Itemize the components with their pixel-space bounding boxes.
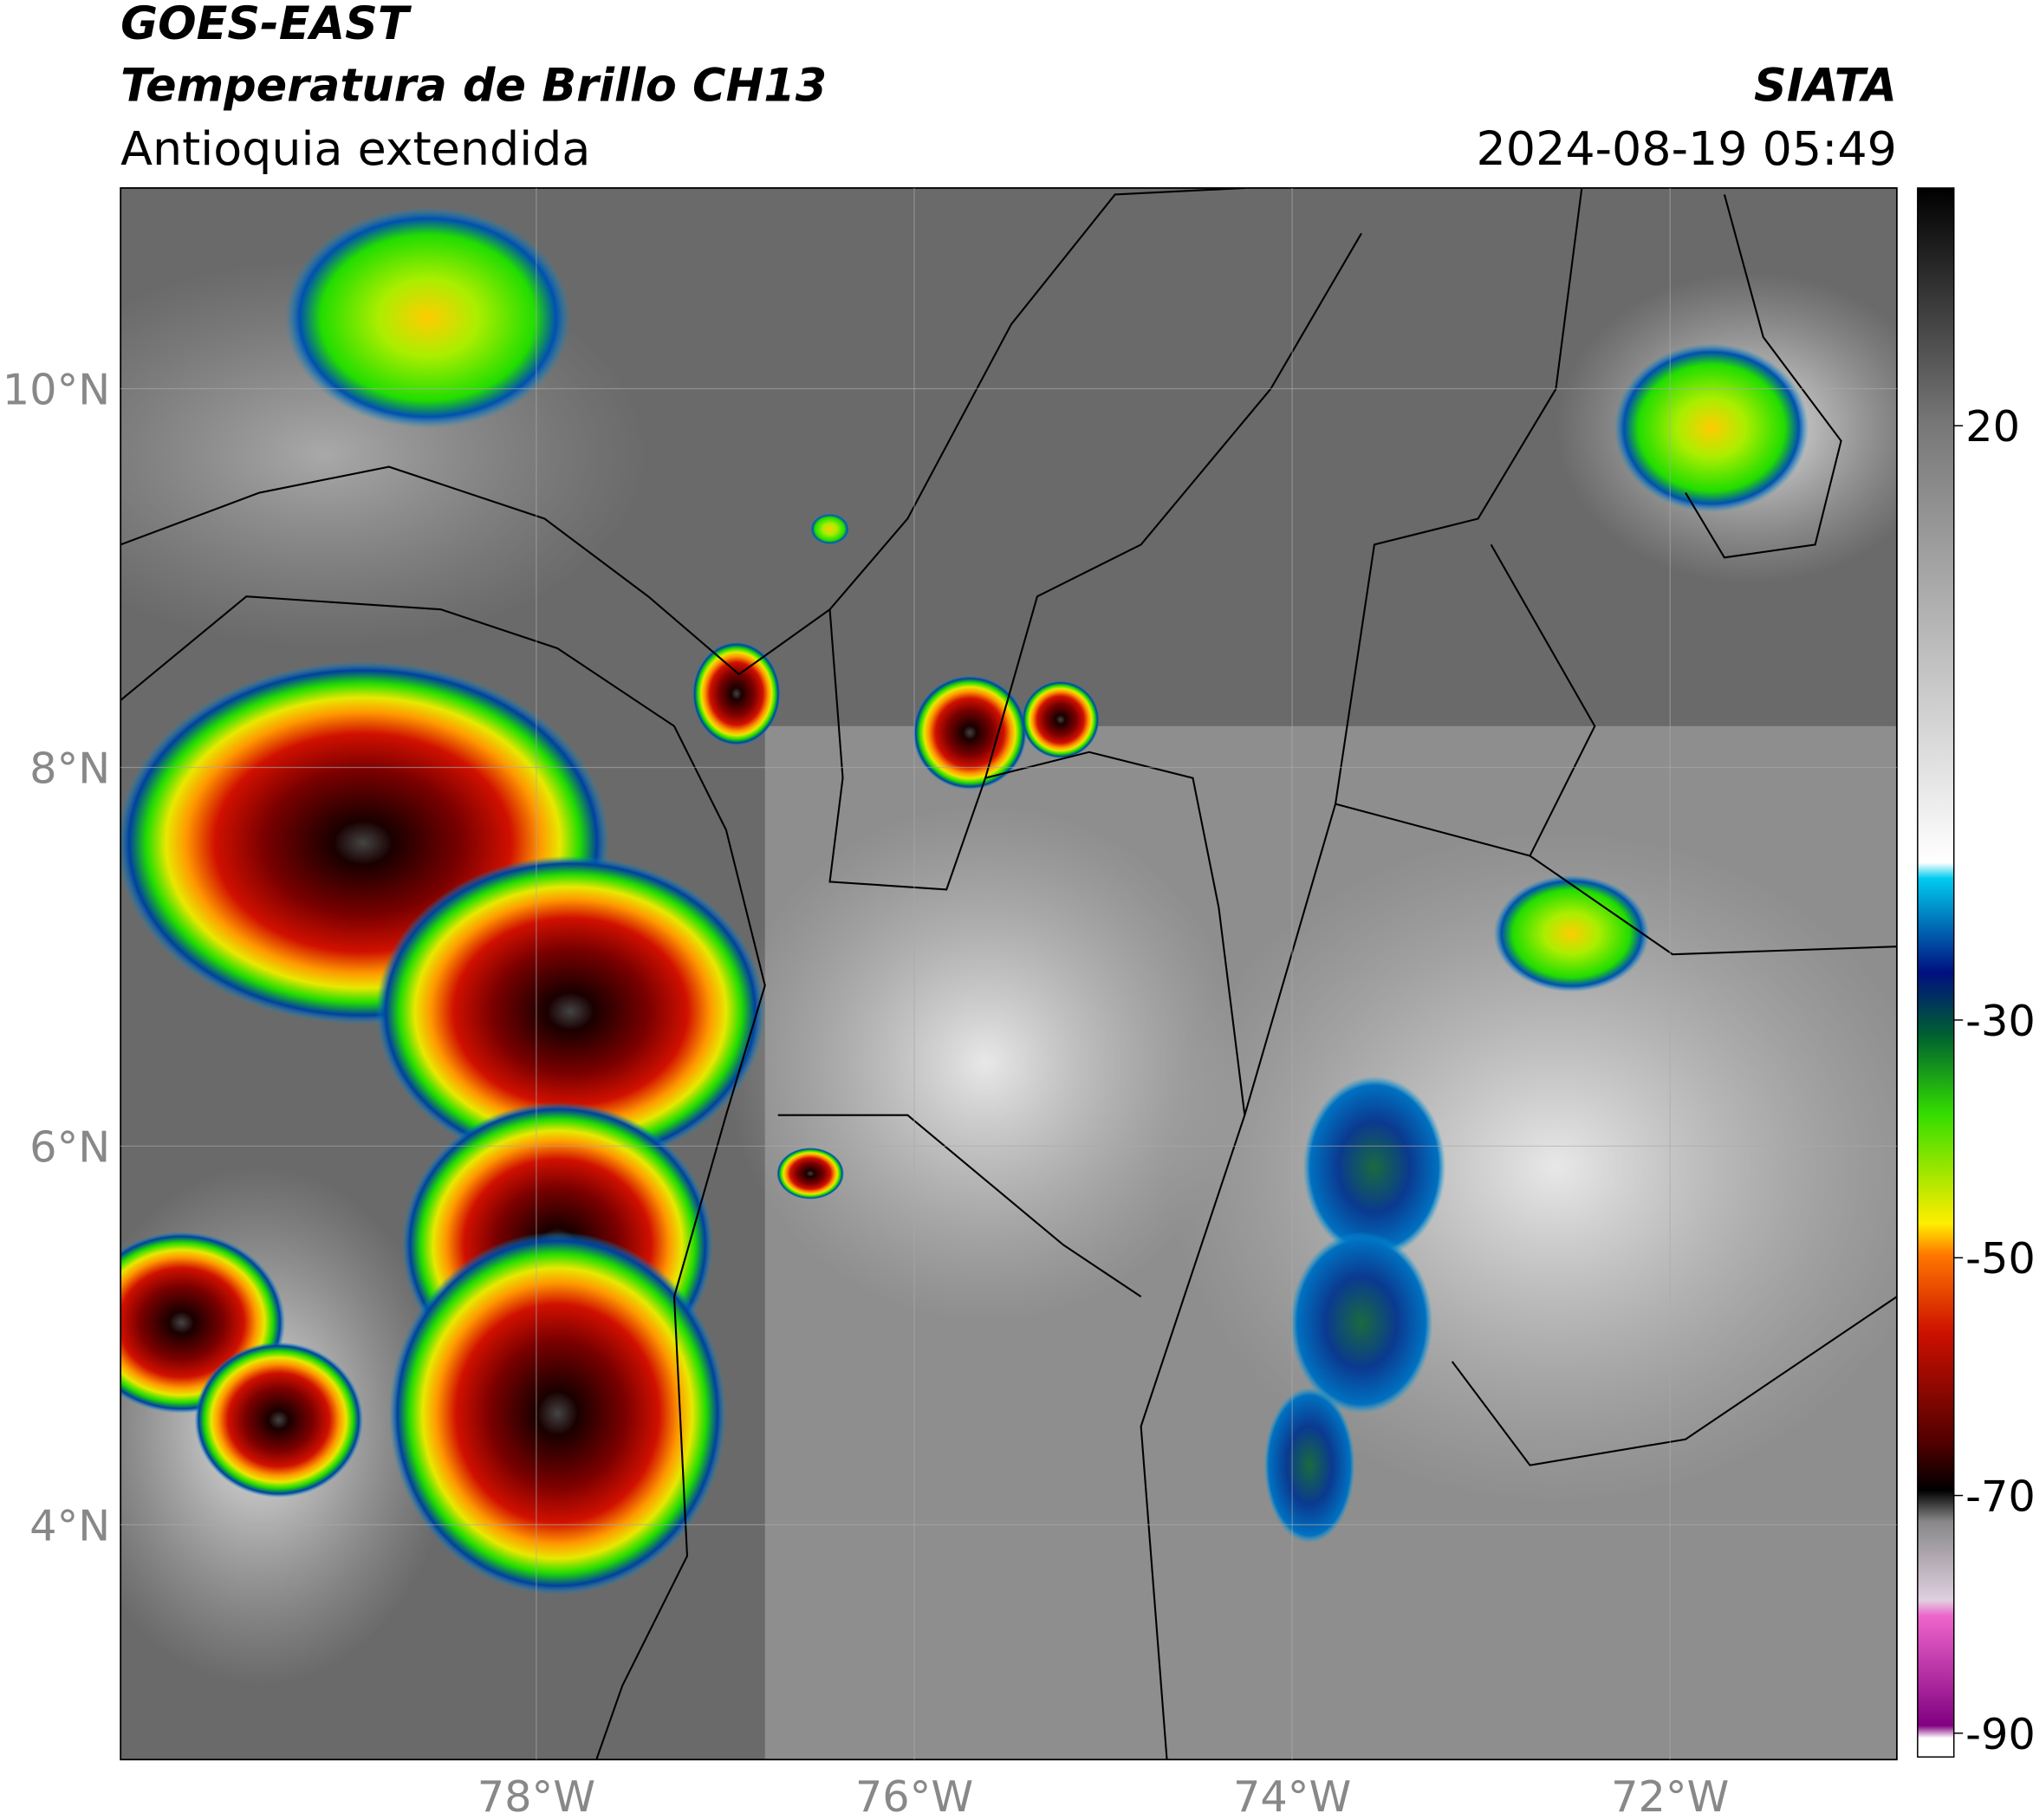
region: Antioquia extendida bbox=[120, 121, 590, 176]
lat-label: 10°N bbox=[3, 364, 110, 414]
colorbar-ticks: 20 -30 -50 -70 -90 bbox=[1953, 401, 2033, 1759]
colorbar-tick-label: 20 bbox=[1965, 401, 2020, 452]
colorbar-tick-label: -50 bbox=[1965, 1233, 2033, 1284]
title: GOES-EAST bbox=[120, 0, 412, 50]
map-frame bbox=[120, 187, 1898, 1761]
colorbar-tick-label: -70 bbox=[1965, 1472, 2033, 1522]
subtitle: Temperatura de Brillo CH13 bbox=[120, 60, 827, 113]
lon-label: 72°W bbox=[1611, 1771, 1729, 1820]
graticule: 10°N 8°N 6°N 4°N 78°W 76°W 74°W 72°W bbox=[3, 187, 1897, 1820]
lon-label: 74°W bbox=[1233, 1771, 1351, 1820]
colorbar-tick-label: -90 bbox=[1965, 1709, 2033, 1759]
lat-label: 6°N bbox=[29, 1121, 110, 1172]
datetime: 2024-08-19 05:49 bbox=[1477, 121, 1897, 176]
lat-label: 8°N bbox=[29, 743, 110, 793]
lat-label: 4°N bbox=[29, 1500, 110, 1550]
map-image bbox=[120, 187, 1897, 1760]
colorbar bbox=[1917, 187, 1955, 1758]
organization: SIATA bbox=[1754, 60, 1897, 113]
lon-label: 76°W bbox=[855, 1771, 973, 1820]
colorbar-tick-label: -30 bbox=[1965, 996, 2033, 1046]
lon-label: 78°W bbox=[477, 1771, 595, 1820]
